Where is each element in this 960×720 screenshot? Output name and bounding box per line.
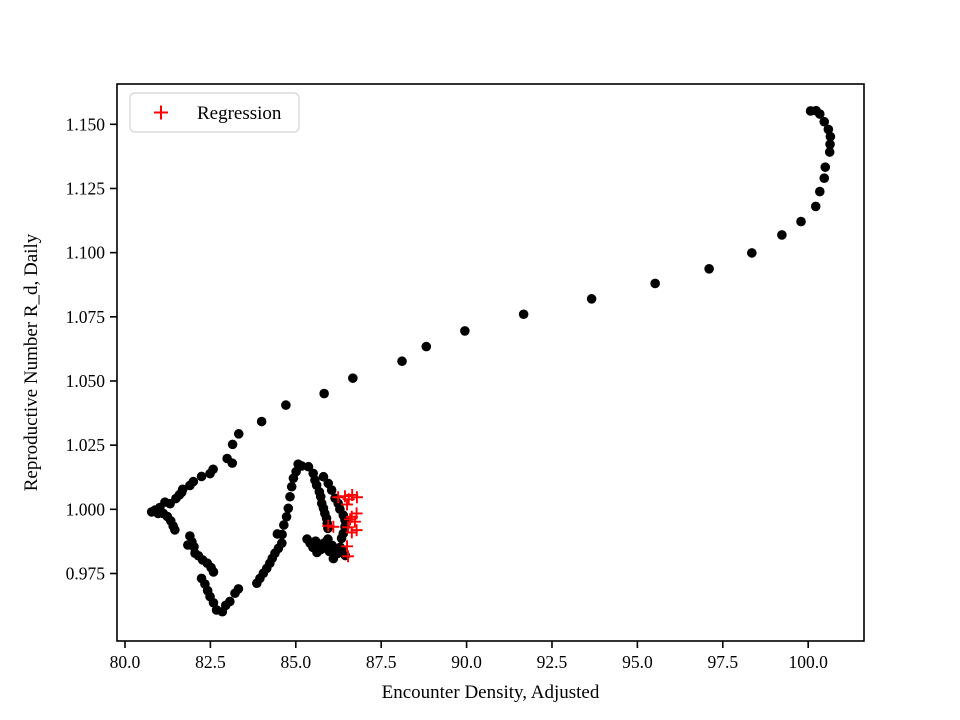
data-point <box>170 525 180 535</box>
series-trajectory <box>146 105 836 617</box>
data-point <box>318 471 329 482</box>
data-point <box>814 109 825 119</box>
data-point <box>281 400 291 410</box>
data-point <box>227 458 238 468</box>
regression-point <box>327 520 340 533</box>
data-point <box>323 534 333 544</box>
data-point <box>276 538 287 549</box>
x-tick-label: 80.0 <box>110 652 141 672</box>
data-point <box>279 520 289 530</box>
regression-point <box>341 540 354 553</box>
x-tick-label: 82.5 <box>195 652 226 672</box>
data-point <box>796 216 806 227</box>
data-point <box>397 356 407 367</box>
y-tick-label: 1.150 <box>66 114 106 134</box>
x-tick-label: 87.5 <box>366 652 397 672</box>
data-point <box>336 533 347 544</box>
data-point <box>225 596 235 607</box>
regression-point <box>344 513 357 526</box>
x-tick-label: 92.5 <box>537 652 568 672</box>
series-Regression <box>322 488 363 563</box>
regression-point <box>350 524 363 537</box>
y-tick-label: 1.050 <box>66 371 106 391</box>
data-point <box>319 388 329 399</box>
data-point <box>196 471 207 482</box>
data-point <box>205 468 215 479</box>
legend-label: Regression <box>197 103 282 124</box>
regression-point <box>342 550 355 563</box>
data-point <box>277 529 287 540</box>
data-point <box>825 139 835 150</box>
x-tick-label: 95.0 <box>622 652 653 672</box>
regression-point <box>350 491 363 504</box>
plot-frame <box>116 83 865 642</box>
data-point <box>233 584 244 594</box>
y-tick-label: 0.975 <box>66 563 106 583</box>
data-point <box>777 230 787 240</box>
x-tick-label: 100.0 <box>788 652 828 672</box>
legend-box <box>129 92 300 133</box>
data-point <box>227 439 238 450</box>
data-point <box>819 173 830 184</box>
data-point <box>286 481 297 492</box>
x-axis-label: Encounter Density, Adjusted <box>382 682 600 703</box>
y-axis-label: Reproductive Number R_d, Daily <box>21 233 42 491</box>
data-point <box>208 597 219 608</box>
data-point <box>312 547 322 558</box>
y-tick-label: 1.000 <box>66 499 106 519</box>
data-point <box>185 480 195 491</box>
data-point <box>518 309 529 320</box>
legend-marker-plus-icon <box>154 105 168 120</box>
data-point <box>460 326 470 336</box>
data-point <box>233 429 244 439</box>
data-point <box>208 567 219 577</box>
legend: Regression <box>129 92 300 133</box>
regression-point <box>332 491 345 504</box>
x-tick-label: 85.0 <box>280 652 311 672</box>
data-point <box>820 162 831 172</box>
data-point <box>328 553 339 564</box>
regression-point <box>322 519 335 532</box>
data-point <box>586 294 597 304</box>
y-tick-label: 1.075 <box>66 307 106 327</box>
data-point <box>650 278 660 289</box>
data-point <box>747 248 757 258</box>
y-tick-label: 1.100 <box>66 243 106 263</box>
data-point <box>348 373 358 383</box>
data-point <box>326 485 337 495</box>
data-point <box>825 131 836 142</box>
data-point <box>303 461 314 472</box>
data-point <box>285 491 295 502</box>
data-point <box>814 186 825 197</box>
data-point <box>256 416 267 427</box>
data-point <box>819 116 830 127</box>
data-point <box>810 201 821 212</box>
data-point <box>281 511 292 522</box>
y-tick-label: 1.125 <box>66 178 106 198</box>
y-tick-label: 1.025 <box>66 435 106 455</box>
data-point <box>704 264 714 274</box>
x-tick-label: 90.0 <box>451 652 482 672</box>
data-point <box>283 503 294 514</box>
regression-point <box>341 498 354 511</box>
data-point <box>421 341 432 352</box>
x-tick-label: 97.5 <box>707 652 738 672</box>
data-point <box>824 147 835 157</box>
